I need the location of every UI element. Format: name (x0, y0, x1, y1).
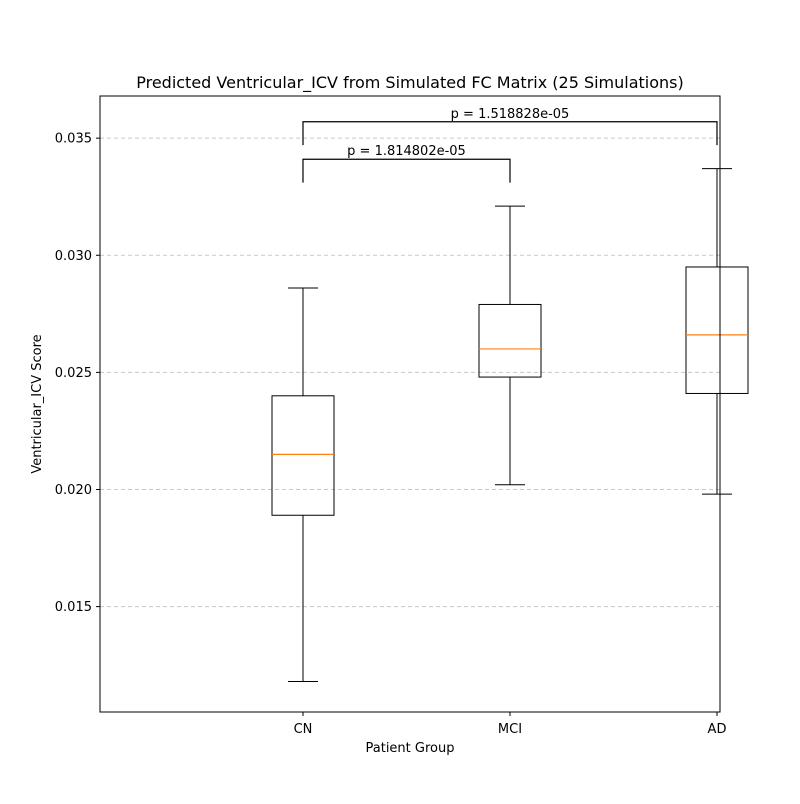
y-tick-label: 0.020 (55, 483, 92, 498)
plot-frame (99, 95, 721, 713)
iqr-box (685, 266, 749, 394)
significance-bracket (302, 121, 718, 146)
box-mci (478, 205, 542, 486)
y-axis-label: Ventricular_ICV Score (30, 334, 45, 473)
x-tick-label: MCI (498, 722, 522, 737)
y-tick-label: 0.035 (55, 132, 92, 147)
y-axis-ticks: 0.015 0.020 0.025 0.030 0.035 (55, 132, 100, 615)
significance-brackets: p = 1.814802e-05 p = 1.518828e-05 (302, 107, 718, 183)
x-axis-ticks: CN MCI AD (294, 712, 727, 737)
x-axis-label: Patient Group (366, 741, 455, 756)
y-tick-label: 0.030 (55, 249, 92, 264)
y-tick-label: 0.015 (55, 600, 92, 615)
x-tick-label: AD (708, 722, 727, 737)
box-ad (685, 168, 749, 495)
iqr-box (478, 303, 542, 378)
x-tick-label: CN (294, 722, 313, 737)
iqr-box (271, 395, 335, 516)
y-tick-label: 0.025 (55, 366, 92, 381)
grid-lines (100, 137, 720, 608)
box-cn (271, 287, 335, 683)
p-value-label: p = 1.814802e-05 (347, 144, 466, 159)
boxes (271, 168, 749, 683)
p-value-label: p = 1.518828e-05 (451, 107, 570, 122)
significance-bracket (302, 158, 511, 183)
chart-title: Predicted Ventricular_ICV from Simulated… (136, 73, 684, 93)
